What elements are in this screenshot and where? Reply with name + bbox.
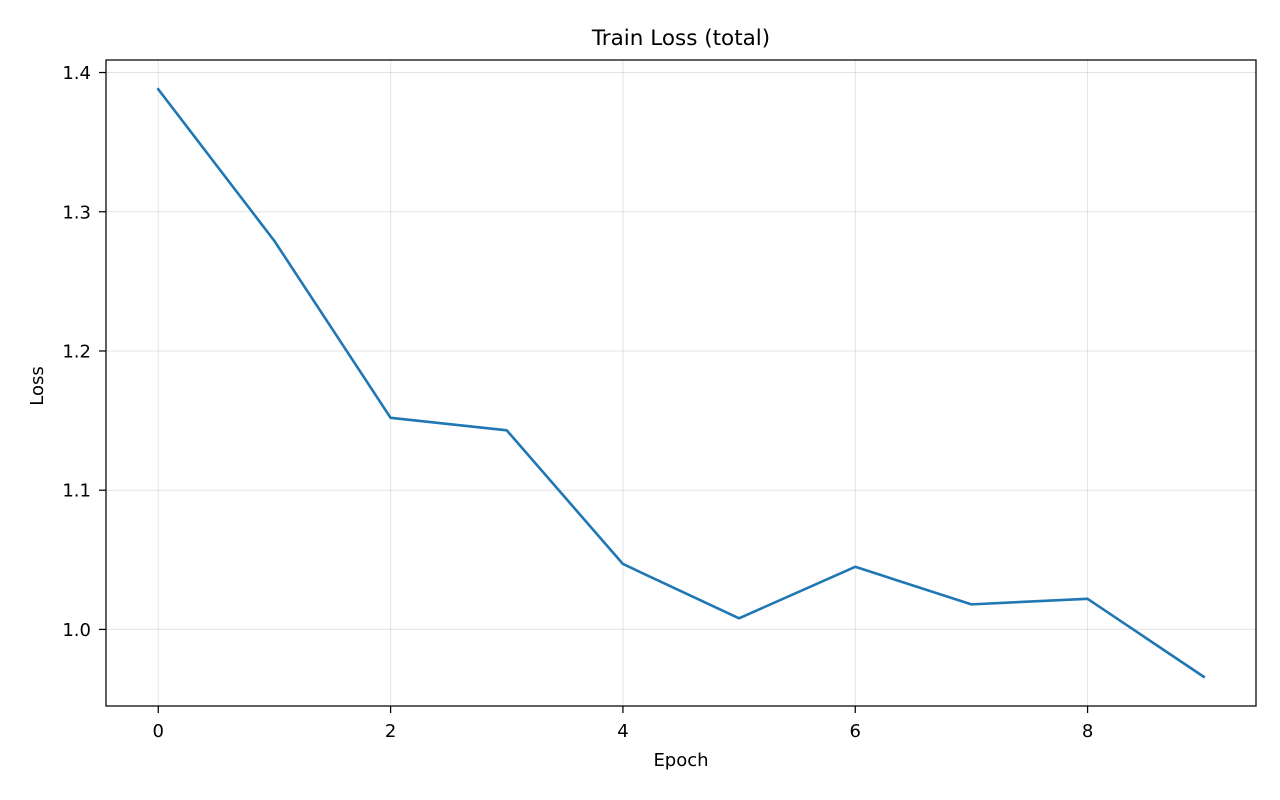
x-axis-label: Epoch [653,750,708,771]
y-tick-label: 1.1 [62,481,91,502]
plot-area-frame [105,59,1257,707]
y-axis-label: Loss [27,366,48,405]
x-tick-label: 2 [385,721,396,742]
series-layer [156,87,1206,679]
tick-layer: 0 2 4 6 8 1.0 1.1 1.2 1.3 1.4 [62,63,1093,742]
y-tick-label: 1.0 [62,620,91,641]
x-tick-label: 4 [617,721,628,742]
loss-series-line [156,87,1206,679]
x-tick-label: 8 [1082,721,1093,742]
x-tick-label: 6 [850,721,861,742]
y-tick-label: 1.4 [62,63,91,84]
x-tick-label: 0 [153,721,164,742]
chart-title: Train Loss (total) [591,26,770,51]
y-tick-label: 1.3 [62,202,91,223]
y-tick-label: 1.2 [62,341,91,362]
grid-layer [106,60,1256,706]
